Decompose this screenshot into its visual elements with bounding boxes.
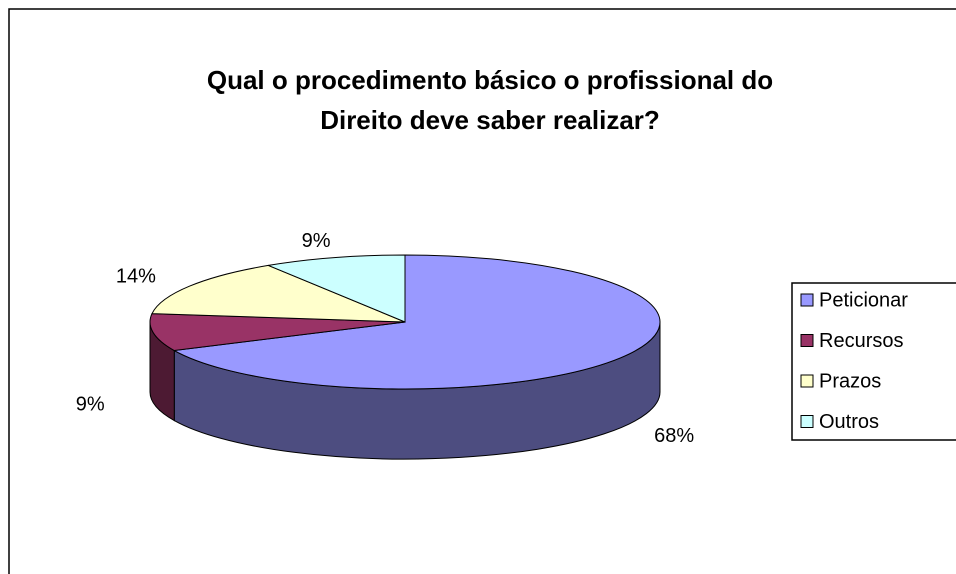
pie-slice [149,313,406,352]
legend-label: Outros [819,411,879,433]
legend [791,282,956,441]
data-label: 14% [116,265,156,287]
legend-label: Prazos [819,370,881,392]
data-label: 68% [654,425,694,447]
legend-swatch [800,415,814,428]
legend-swatch [800,334,814,347]
chart-title: Qual o procedimento básico o profissiona… [207,65,773,95]
data-label: 9% [302,230,331,252]
legend-label: Peticionar [819,289,908,311]
data-label: 9% [76,393,105,415]
chart-title: Direito deve saber realizar? [320,105,660,135]
legend-label: Recursos [819,330,903,352]
pie-slice [151,264,406,323]
legend-swatch [800,374,814,388]
legend-swatch [800,293,814,307]
pie-slice [266,254,406,323]
pie-slice [172,254,661,390]
